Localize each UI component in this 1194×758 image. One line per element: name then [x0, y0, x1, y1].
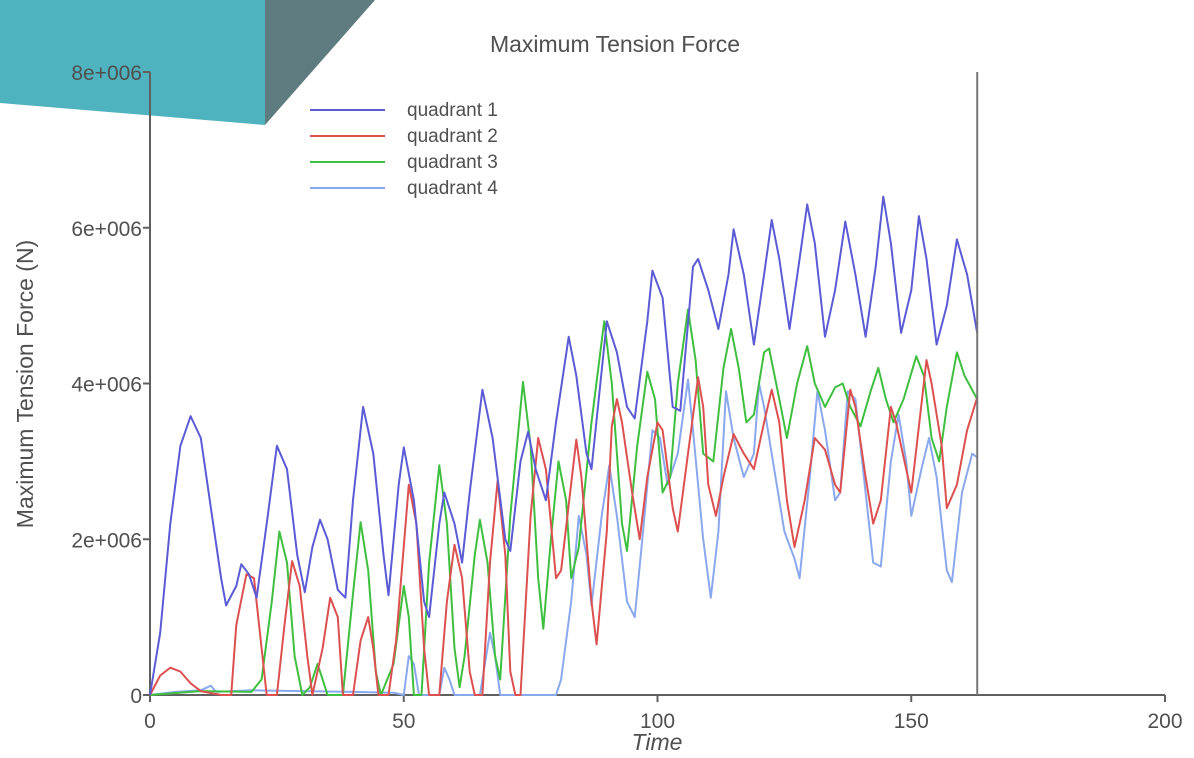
y-axis-title: Maximum Tension Force (N): [12, 240, 38, 528]
x-tick-label: 150: [894, 710, 929, 733]
series-line-quadrant-1: [149, 195, 979, 696]
x-axis-title: Time: [632, 729, 683, 755]
x-tick-label: 200: [1147, 710, 1182, 733]
series-line-quadrant-2: [149, 359, 979, 696]
plot-area: 0 50 100 150 200 0 2e+006 4e+006 6e+006 8e+006: [71, 62, 1182, 733]
x-tick-label: 0: [144, 710, 156, 733]
chart-title: Maximum Tension Force: [490, 31, 740, 57]
y-tick-label: 8e+006: [71, 62, 142, 85]
y-tick-label: 0: [130, 685, 142, 708]
y-tick-label: 4e+006: [71, 374, 142, 397]
x-tick-label: 50: [392, 710, 415, 733]
series-lines: [149, 195, 979, 696]
y-tick-label: 6e+006: [71, 218, 142, 241]
legend-label: quadrant 3: [407, 152, 498, 173]
corner-decoration: [0, 0, 375, 125]
legend-label: quadrant 4: [407, 178, 498, 199]
legend: quadrant 1 quadrant 2 quadrant 3 quadrant 4: [310, 100, 498, 199]
x-tick-label: 100: [640, 710, 675, 733]
legend-label: quadrant 1: [407, 100, 498, 121]
legend-label: quadrant 2: [407, 126, 498, 147]
y-tick-label: 2e+006: [71, 529, 142, 552]
series-line-quadrant-3: [149, 308, 979, 696]
series-line-quadrant-4: [149, 378, 978, 696]
axis-ticks: 0 50 100 150 200 0 2e+006 4e+006 6e+006 8e+006: [71, 62, 1182, 733]
